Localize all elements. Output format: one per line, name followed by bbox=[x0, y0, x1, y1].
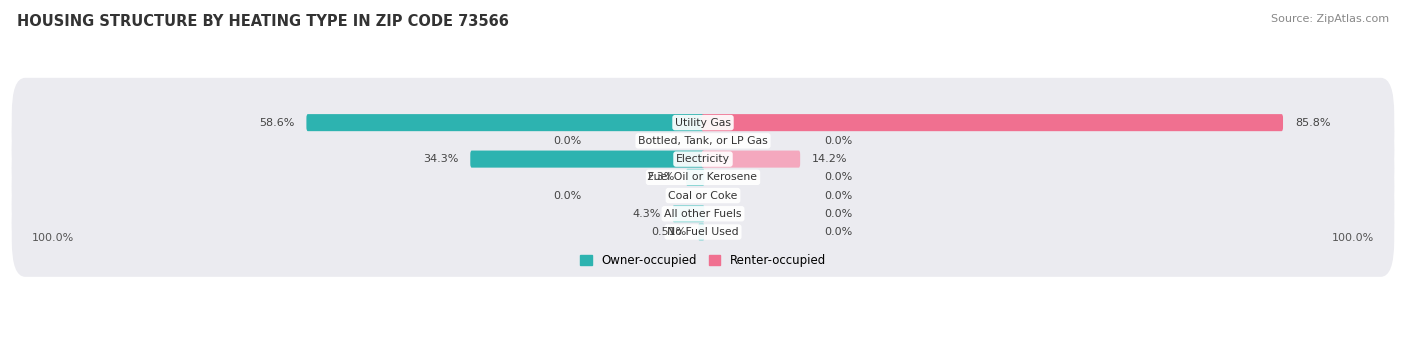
Text: Source: ZipAtlas.com: Source: ZipAtlas.com bbox=[1271, 14, 1389, 24]
FancyBboxPatch shape bbox=[11, 151, 1395, 240]
Legend: Owner-occupied, Renter-occupied: Owner-occupied, Renter-occupied bbox=[579, 254, 827, 267]
Text: 100.0%: 100.0% bbox=[1331, 233, 1374, 243]
Text: Bottled, Tank, or LP Gas: Bottled, Tank, or LP Gas bbox=[638, 136, 768, 146]
Text: Fuel Oil or Kerosene: Fuel Oil or Kerosene bbox=[648, 172, 758, 182]
Text: 58.6%: 58.6% bbox=[259, 118, 294, 128]
FancyBboxPatch shape bbox=[672, 205, 704, 222]
FancyBboxPatch shape bbox=[11, 114, 1395, 204]
Text: No Fuel Used: No Fuel Used bbox=[668, 227, 738, 237]
Text: 0.0%: 0.0% bbox=[824, 227, 852, 237]
Text: 34.3%: 34.3% bbox=[423, 154, 458, 164]
Text: 4.3%: 4.3% bbox=[633, 209, 661, 219]
Text: 14.2%: 14.2% bbox=[813, 154, 848, 164]
FancyBboxPatch shape bbox=[702, 114, 1284, 131]
FancyBboxPatch shape bbox=[11, 133, 1395, 222]
FancyBboxPatch shape bbox=[470, 151, 704, 168]
Text: Coal or Coke: Coal or Coke bbox=[668, 191, 738, 201]
Text: 0.0%: 0.0% bbox=[824, 191, 852, 201]
Text: HOUSING STRUCTURE BY HEATING TYPE IN ZIP CODE 73566: HOUSING STRUCTURE BY HEATING TYPE IN ZIP… bbox=[17, 14, 509, 29]
Text: 0.0%: 0.0% bbox=[824, 172, 852, 182]
Text: All other Fuels: All other Fuels bbox=[664, 209, 742, 219]
Text: Electricity: Electricity bbox=[676, 154, 730, 164]
Text: 0.0%: 0.0% bbox=[554, 191, 582, 201]
Text: 100.0%: 100.0% bbox=[32, 233, 75, 243]
Text: 85.8%: 85.8% bbox=[1295, 118, 1330, 128]
Text: 0.0%: 0.0% bbox=[824, 136, 852, 146]
FancyBboxPatch shape bbox=[11, 187, 1395, 277]
FancyBboxPatch shape bbox=[11, 169, 1395, 258]
FancyBboxPatch shape bbox=[686, 169, 704, 186]
Text: 0.51%: 0.51% bbox=[651, 227, 686, 237]
FancyBboxPatch shape bbox=[11, 78, 1395, 167]
Text: Utility Gas: Utility Gas bbox=[675, 118, 731, 128]
Text: 0.0%: 0.0% bbox=[824, 209, 852, 219]
FancyBboxPatch shape bbox=[699, 223, 704, 240]
FancyBboxPatch shape bbox=[11, 96, 1395, 186]
FancyBboxPatch shape bbox=[307, 114, 704, 131]
Text: 2.3%: 2.3% bbox=[645, 172, 673, 182]
Text: 0.0%: 0.0% bbox=[554, 136, 582, 146]
FancyBboxPatch shape bbox=[702, 151, 800, 168]
